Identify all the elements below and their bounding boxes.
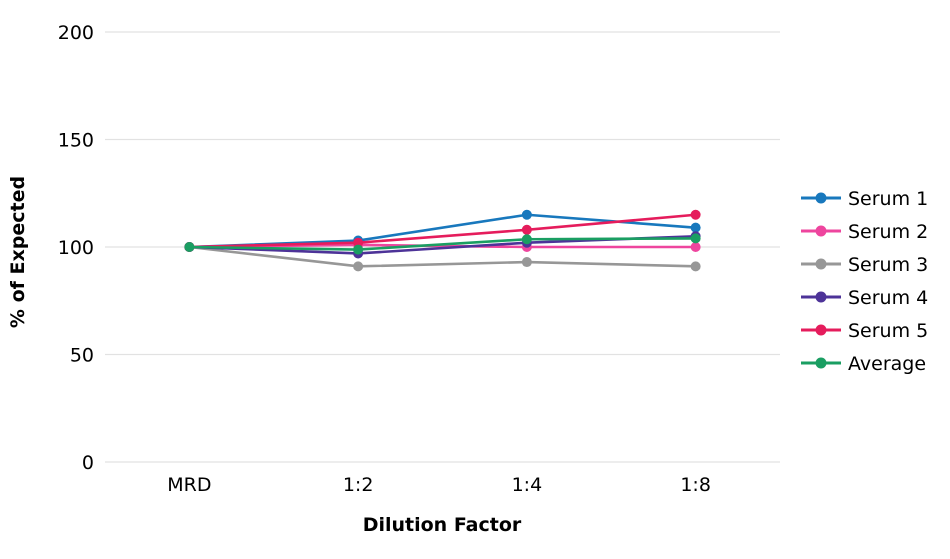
data-point-average-1-4 — [521, 234, 532, 245]
legend-marker-dot — [815, 324, 827, 336]
y-axis-title: % of Expected — [7, 176, 29, 328]
data-point-average-mrd — [184, 242, 195, 252]
x-axis-tick-labels: MRD 1:2 1:4 1:8 — [167, 474, 711, 496]
legend-item-serum-2[interactable]: Serum 2 — [801, 221, 928, 243]
legend-marker-dot — [815, 258, 827, 270]
data-point-serum-2-1-8 — [690, 242, 701, 252]
legend-label: Average — [848, 353, 926, 375]
legend-label: Serum 2 — [848, 221, 928, 243]
legend-label: Serum 4 — [848, 287, 928, 309]
series-line-average — [188, 237, 697, 251]
data-point-serum-5-1-4 — [521, 224, 532, 235]
legend-marker-dot — [815, 225, 827, 237]
y-tick-label-100: 100 — [58, 237, 94, 259]
data-point-average-1-2 — [353, 244, 364, 255]
legend-label: Serum 1 — [848, 188, 928, 210]
data-point-serum-5-1-2 — [353, 237, 364, 248]
y-axis-tick-labels: 0 50 100 150 200 — [58, 22, 94, 474]
legend: Serum 1 Serum 2 Serum 3 Serum 4 Serum 5 Avera… — [801, 188, 928, 375]
data-point-serum-1-1-4 — [521, 209, 532, 220]
legend-marker-dot — [815, 357, 827, 369]
legend-marker-dot — [815, 192, 827, 204]
series-line-serum-5 — [188, 213, 697, 249]
series-line-serum-3 — [188, 245, 697, 268]
legend-item-serum-5[interactable]: Serum 5 — [801, 320, 928, 342]
x-tick-label-mrd: MRD — [167, 474, 211, 496]
legend-item-average[interactable]: Average — [801, 353, 926, 375]
y-tick-label-50: 50 — [70, 345, 94, 367]
legend-item-serum-3[interactable]: Serum 3 — [801, 254, 928, 276]
legend-item-serum-1[interactable]: Serum 1 — [801, 188, 928, 210]
data-point-serum-5-1-8 — [690, 209, 701, 220]
x-axis-title: Dilution Factor — [363, 514, 522, 536]
y-tick-label-0: 0 — [82, 452, 94, 474]
data-point-serum-1-1-8 — [690, 222, 701, 233]
data-point-serum-3-1-2 — [353, 261, 364, 272]
x-tick-label-1-8: 1:8 — [680, 474, 711, 496]
data-point-serum-3-1-8 — [690, 261, 701, 272]
x-tick-label-1-2: 1:2 — [343, 474, 374, 496]
legend-label: Serum 5 — [848, 320, 928, 342]
legend-item-serum-4[interactable]: Serum 4 — [801, 287, 928, 309]
legend-marker-dot — [815, 291, 827, 303]
series-layer — [184, 209, 701, 272]
y-tick-label-150: 150 — [58, 130, 94, 152]
x-tick-label-1-4: 1:4 — [512, 474, 543, 496]
series-line-serum-1 — [188, 213, 697, 249]
data-point-average-1-8 — [690, 233, 701, 244]
data-point-serum-3-1-4 — [521, 257, 532, 268]
legend-label: Serum 3 — [848, 254, 928, 276]
y-tick-label-200: 200 — [58, 22, 94, 44]
